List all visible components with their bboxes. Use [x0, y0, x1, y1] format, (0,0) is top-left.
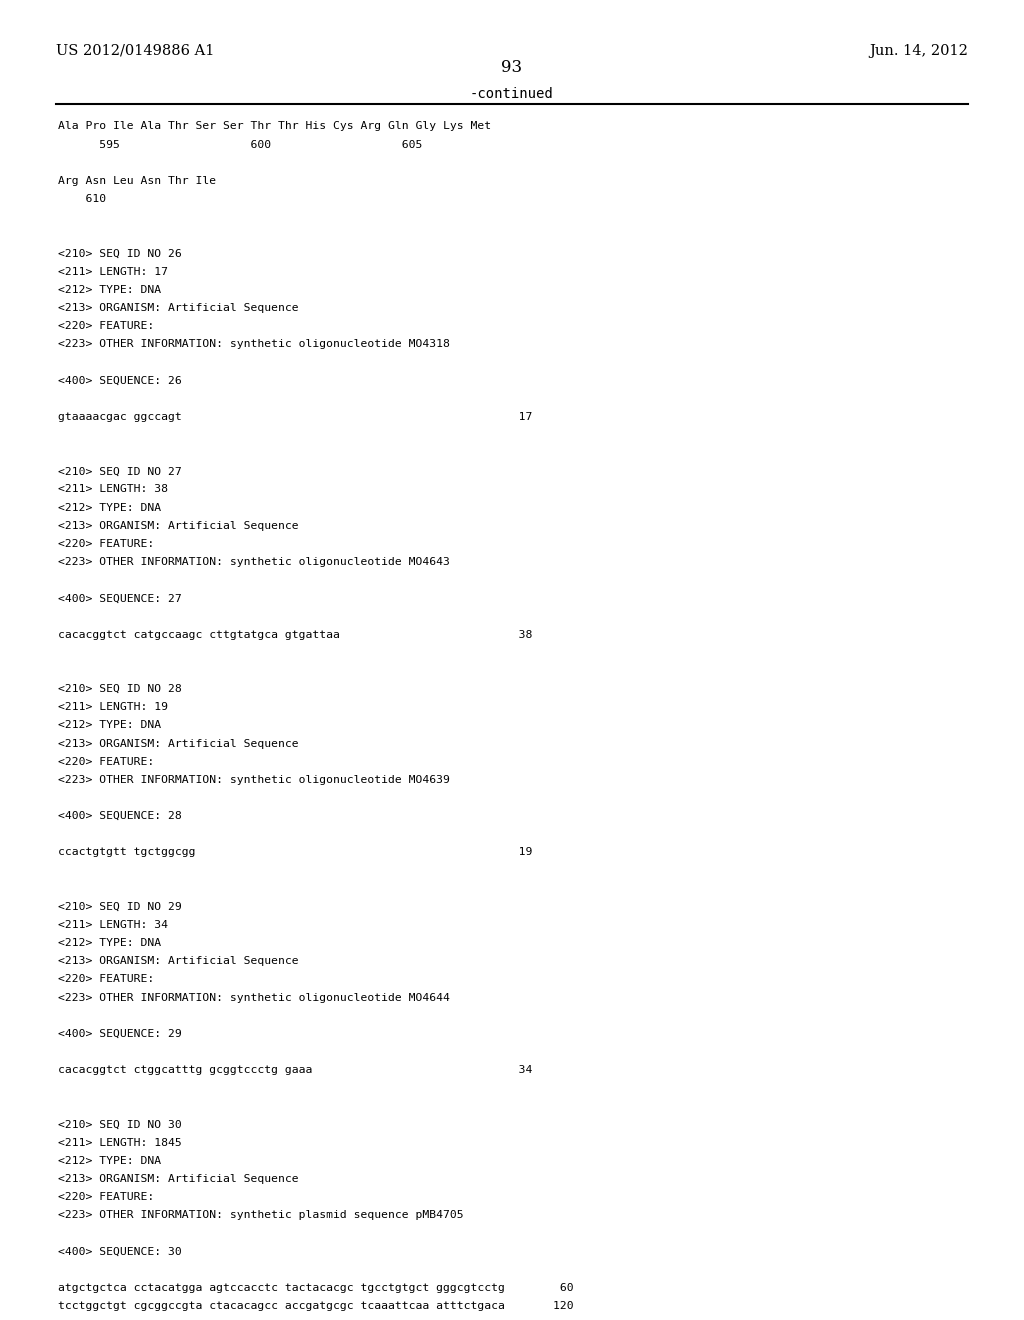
Text: <211> LENGTH: 17: <211> LENGTH: 17 [58, 267, 168, 277]
Text: 595                   600                   605: 595 600 605 [58, 140, 423, 149]
Text: <210> SEQ ID NO 27: <210> SEQ ID NO 27 [58, 466, 182, 477]
Text: cacacggtct ctggcatttg gcggtccctg gaaa                              34: cacacggtct ctggcatttg gcggtccctg gaaa 34 [58, 1065, 532, 1076]
Text: 610: 610 [58, 194, 106, 205]
Text: <400> SEQUENCE: 28: <400> SEQUENCE: 28 [58, 810, 182, 821]
Text: <211> LENGTH: 34: <211> LENGTH: 34 [58, 920, 168, 931]
Text: <223> OTHER INFORMATION: synthetic oligonucleotide MO4643: <223> OTHER INFORMATION: synthetic oligo… [58, 557, 451, 568]
Text: <213> ORGANISM: Artificial Sequence: <213> ORGANISM: Artificial Sequence [58, 1175, 299, 1184]
Text: <212> TYPE: DNA: <212> TYPE: DNA [58, 503, 162, 512]
Text: 93: 93 [502, 59, 522, 77]
Text: <210> SEQ ID NO 30: <210> SEQ ID NO 30 [58, 1119, 182, 1130]
Text: <213> ORGANISM: Artificial Sequence: <213> ORGANISM: Artificial Sequence [58, 739, 299, 748]
Text: Jun. 14, 2012: Jun. 14, 2012 [868, 44, 968, 58]
Text: <223> OTHER INFORMATION: synthetic oligonucleotide MO4318: <223> OTHER INFORMATION: synthetic oligo… [58, 339, 451, 350]
Text: <211> LENGTH: 19: <211> LENGTH: 19 [58, 702, 168, 713]
Text: <213> ORGANISM: Artificial Sequence: <213> ORGANISM: Artificial Sequence [58, 956, 299, 966]
Text: <210> SEQ ID NO 26: <210> SEQ ID NO 26 [58, 248, 182, 259]
Text: <223> OTHER INFORMATION: synthetic oligonucleotide MO4644: <223> OTHER INFORMATION: synthetic oligo… [58, 993, 451, 1003]
Text: Arg Asn Leu Asn Thr Ile: Arg Asn Leu Asn Thr Ile [58, 176, 216, 186]
Text: gtaaaacgac ggccagt                                                 17: gtaaaacgac ggccagt 17 [58, 412, 532, 422]
Text: <211> LENGTH: 38: <211> LENGTH: 38 [58, 484, 168, 495]
Text: tcctggctgt cgcggccgta ctacacagcc accgatgcgc tcaaattcaa atttctgaca       120: tcctggctgt cgcggccgta ctacacagcc accgatg… [58, 1302, 574, 1311]
Text: <220> FEATURE:: <220> FEATURE: [58, 1192, 155, 1203]
Text: <400> SEQUENCE: 29: <400> SEQUENCE: 29 [58, 1030, 182, 1039]
Text: <212> TYPE: DNA: <212> TYPE: DNA [58, 939, 162, 948]
Text: <223> OTHER INFORMATION: synthetic plasmid sequence pMB4705: <223> OTHER INFORMATION: synthetic plasm… [58, 1210, 464, 1221]
Text: <212> TYPE: DNA: <212> TYPE: DNA [58, 721, 162, 730]
Text: <400> SEQUENCE: 30: <400> SEQUENCE: 30 [58, 1246, 182, 1257]
Text: <210> SEQ ID NO 29: <210> SEQ ID NO 29 [58, 902, 182, 912]
Text: <212> TYPE: DNA: <212> TYPE: DNA [58, 285, 162, 294]
Text: <223> OTHER INFORMATION: synthetic oligonucleotide MO4639: <223> OTHER INFORMATION: synthetic oligo… [58, 775, 451, 785]
Text: <220> FEATURE:: <220> FEATURE: [58, 321, 155, 331]
Text: <210> SEQ ID NO 28: <210> SEQ ID NO 28 [58, 684, 182, 694]
Text: <211> LENGTH: 1845: <211> LENGTH: 1845 [58, 1138, 182, 1148]
Text: <400> SEQUENCE: 26: <400> SEQUENCE: 26 [58, 375, 182, 385]
Text: -continued: -continued [470, 87, 554, 102]
Text: <220> FEATURE:: <220> FEATURE: [58, 539, 155, 549]
Text: <220> FEATURE:: <220> FEATURE: [58, 974, 155, 985]
Text: <213> ORGANISM: Artificial Sequence: <213> ORGANISM: Artificial Sequence [58, 304, 299, 313]
Text: ccactgtgtt tgctggcgg                                               19: ccactgtgtt tgctggcgg 19 [58, 847, 532, 858]
Text: cacacggtct catgccaagc cttgtatgca gtgattaa                          38: cacacggtct catgccaagc cttgtatgca gtgatta… [58, 630, 532, 640]
Text: Ala Pro Ile Ala Thr Ser Ser Thr Thr His Cys Arg Gln Gly Lys Met: Ala Pro Ile Ala Thr Ser Ser Thr Thr His … [58, 121, 492, 132]
Text: atgctgctca cctacatgga agtccacctc tactacacgc tgcctgtgct gggcgtcctg        60: atgctgctca cctacatgga agtccacctc tactaca… [58, 1283, 574, 1294]
Text: <220> FEATURE:: <220> FEATURE: [58, 756, 155, 767]
Text: <212> TYPE: DNA: <212> TYPE: DNA [58, 1156, 162, 1166]
Text: US 2012/0149886 A1: US 2012/0149886 A1 [56, 44, 215, 58]
Text: <400> SEQUENCE: 27: <400> SEQUENCE: 27 [58, 594, 182, 603]
Text: <213> ORGANISM: Artificial Sequence: <213> ORGANISM: Artificial Sequence [58, 520, 299, 531]
